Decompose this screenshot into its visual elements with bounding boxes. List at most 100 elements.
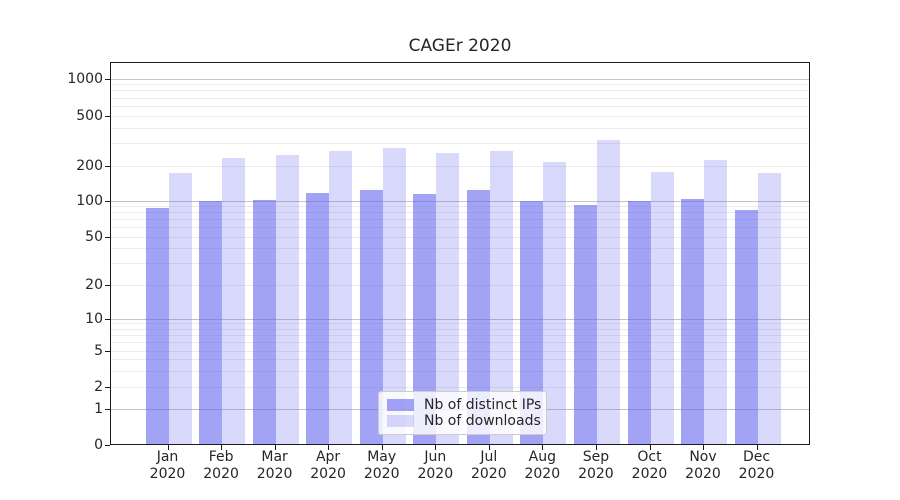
y-tick-label: 500 bbox=[76, 107, 103, 124]
bar-distinct-ips bbox=[734, 210, 758, 444]
x-tick-mark bbox=[595, 445, 597, 450]
x-tick-label: May 2020 bbox=[363, 449, 400, 482]
y-tick-mark bbox=[105, 115, 110, 117]
bar-distinct-ips bbox=[145, 207, 169, 444]
y-tick-label: 200 bbox=[76, 157, 103, 174]
y-tick-label: 0 bbox=[94, 437, 103, 453]
gridline-major bbox=[111, 318, 809, 320]
x-tick-mark bbox=[435, 445, 437, 450]
bar-downloads bbox=[168, 172, 192, 444]
gridline-minor bbox=[111, 105, 809, 107]
y-tick-mark bbox=[105, 386, 110, 388]
y-tick-mark bbox=[105, 350, 110, 352]
bar-downloads bbox=[489, 150, 513, 444]
y-tick-mark bbox=[105, 165, 110, 167]
bar-distinct-ips bbox=[627, 200, 651, 444]
gridline-minor bbox=[111, 248, 809, 250]
x-tick-mark bbox=[488, 445, 490, 450]
y-tick-label: 10 bbox=[85, 310, 103, 327]
x-tick-mark bbox=[221, 445, 223, 450]
gridline-minor bbox=[111, 386, 809, 388]
bar-distinct-ips bbox=[520, 200, 544, 444]
x-tick-mark bbox=[167, 445, 169, 450]
x-tick-mark bbox=[381, 445, 383, 450]
x-tick-label: Aug 2020 bbox=[524, 449, 561, 482]
gridline-minor bbox=[111, 115, 809, 117]
x-tick-label: Jun 2020 bbox=[417, 449, 454, 482]
x-tick-label: Jul 2020 bbox=[470, 449, 507, 482]
x-tick-label: Apr 2020 bbox=[310, 449, 346, 482]
gridline-minor bbox=[111, 84, 809, 86]
gridline-minor bbox=[111, 165, 809, 167]
y-tick-label: 1000 bbox=[67, 70, 103, 87]
x-tick-label: Mar 2020 bbox=[256, 449, 293, 482]
gridline-major bbox=[111, 78, 809, 80]
bar-downloads bbox=[436, 153, 460, 444]
gridline-minor bbox=[111, 350, 809, 352]
gridline-minor bbox=[111, 143, 809, 145]
y-tick-label: 1 bbox=[94, 400, 103, 417]
bar-distinct-ips bbox=[466, 189, 490, 444]
x-tick-mark bbox=[274, 445, 276, 450]
y-tick-label: 100 bbox=[76, 192, 103, 209]
gridline-minor bbox=[111, 359, 809, 361]
y-tick-label: 2 bbox=[94, 378, 103, 395]
legend-swatch-downloads bbox=[387, 415, 414, 427]
y-tick-mark bbox=[105, 318, 110, 320]
legend-item-distinct-ips: Nb of distinct IPs bbox=[387, 397, 542, 413]
legend-swatch-distinct-ips bbox=[387, 399, 414, 411]
bar-distinct-ips bbox=[359, 190, 383, 444]
y-tick-mark bbox=[105, 408, 110, 410]
gridline-minor bbox=[111, 335, 809, 336]
gridline-minor bbox=[111, 284, 809, 286]
bar-downloads bbox=[329, 151, 353, 444]
x-tick-mark bbox=[756, 445, 758, 450]
legend: Nb of distinct IPs Nb of downloads bbox=[378, 391, 547, 435]
bar-downloads bbox=[222, 158, 245, 444]
x-tick-label: Sep 2020 bbox=[578, 449, 614, 482]
y-tick-label: 20 bbox=[85, 276, 103, 293]
y-tick-mark bbox=[105, 284, 110, 286]
bar-downloads bbox=[650, 171, 674, 444]
x-tick-mark bbox=[649, 445, 651, 450]
y-tick-label: 5 bbox=[94, 342, 103, 359]
x-tick-mark bbox=[542, 445, 544, 450]
y-tick-mark bbox=[105, 236, 110, 238]
bar-distinct-ips bbox=[681, 198, 704, 444]
y-tick-label: 50 bbox=[85, 228, 103, 245]
y-tick-mark bbox=[105, 200, 110, 202]
y-tick-mark bbox=[105, 445, 110, 446]
bar-distinct-ips bbox=[199, 201, 222, 444]
legend-label-downloads: Nb of downloads bbox=[424, 413, 541, 429]
gridline-minor bbox=[111, 97, 809, 99]
bar-downloads bbox=[543, 161, 567, 444]
bar-distinct-ips bbox=[252, 199, 276, 444]
x-tick-mark bbox=[703, 445, 704, 450]
gridline-minor bbox=[111, 127, 809, 129]
bar-distinct-ips bbox=[573, 205, 597, 444]
x-tick-label: Feb 2020 bbox=[203, 449, 239, 482]
gridline-minor bbox=[111, 263, 809, 265]
gridline-minor bbox=[111, 370, 809, 372]
legend-label-distinct-ips: Nb of distinct IPs bbox=[424, 397, 542, 413]
gridline-minor bbox=[111, 323, 809, 325]
gridline-minor bbox=[111, 219, 809, 220]
x-tick-label: Jan 2020 bbox=[149, 449, 186, 482]
bar-downloads bbox=[382, 148, 406, 444]
chart-title: CAGEr 2020 bbox=[408, 36, 512, 56]
gridline-major bbox=[111, 200, 809, 202]
gridline-minor bbox=[111, 227, 809, 228]
x-tick-label: Oct 2020 bbox=[631, 449, 668, 482]
legend-item-downloads: Nb of downloads bbox=[387, 413, 541, 429]
bar-downloads bbox=[757, 172, 781, 444]
gridline-minor bbox=[111, 236, 809, 238]
gridline-minor bbox=[111, 342, 809, 344]
gridline-minor bbox=[111, 212, 809, 214]
x-tick-mark bbox=[328, 445, 330, 450]
bar-distinct-ips bbox=[306, 192, 330, 444]
bar-distinct-ips bbox=[413, 193, 437, 444]
bar-downloads bbox=[596, 139, 620, 444]
y-tick-mark bbox=[105, 78, 110, 80]
bar-downloads bbox=[704, 159, 727, 444]
